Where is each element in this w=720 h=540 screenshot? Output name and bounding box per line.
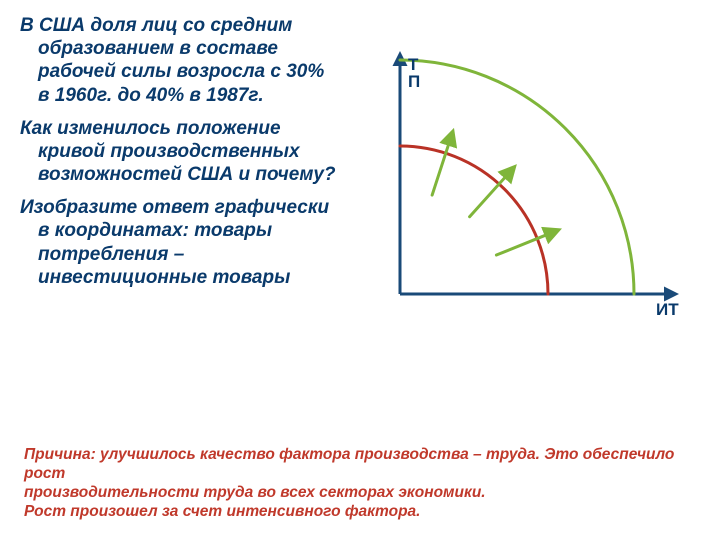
- paragraph-1: В США доля лиц со средним образованием в…: [20, 14, 340, 107]
- main-row: В США доля лиц со средним образованием в…: [0, 0, 720, 299]
- answer-line-1: Причина: улучшилось качество фактора про…: [24, 446, 700, 484]
- ppf-chart: ТП ИТ: [354, 34, 694, 334]
- ppf-svg: [354, 34, 694, 334]
- answer-line-2: производительности труда во всех сектора…: [24, 484, 700, 503]
- paragraph-2: Как изменилось положение кривой производ…: [20, 117, 340, 187]
- answer-text: Причина: улучшилось качество фактора про…: [24, 446, 700, 522]
- answer-line-3: Рост произошел за счет интенсивного факт…: [24, 503, 700, 522]
- x-axis-label: ИТ: [656, 300, 679, 320]
- y-axis-label: ТП: [408, 56, 420, 90]
- question-text-block: В США доля лиц со средним образованием в…: [20, 14, 340, 299]
- paragraph-3: Изобразите ответ графически в координата…: [20, 196, 340, 289]
- chart-column: ТП ИТ: [354, 14, 700, 299]
